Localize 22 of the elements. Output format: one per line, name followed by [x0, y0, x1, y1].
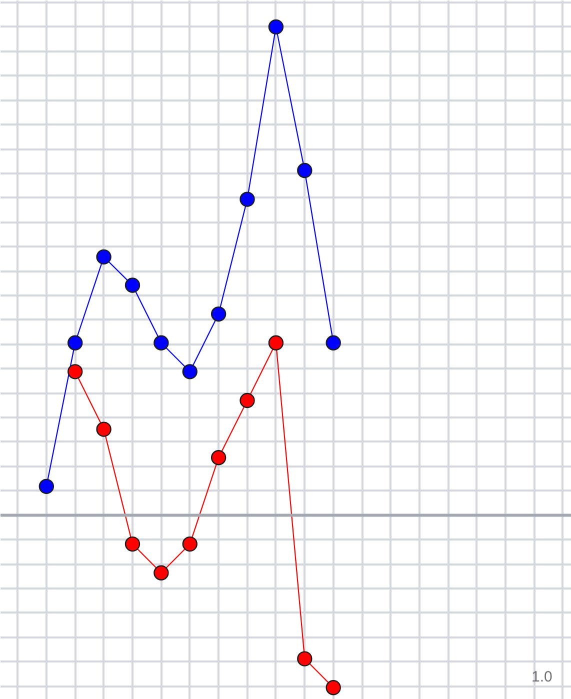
point [182, 364, 198, 380]
point [326, 335, 341, 350]
point [326, 680, 341, 696]
point [240, 392, 255, 408]
point [96, 422, 112, 437]
point [38, 478, 54, 494]
point [182, 536, 198, 552]
point [297, 651, 312, 666]
point [268, 19, 284, 35]
point [68, 335, 83, 350]
point [268, 335, 284, 350]
point [297, 162, 312, 178]
point [68, 364, 83, 380]
point [96, 249, 112, 265]
point [240, 192, 255, 207]
point [124, 536, 140, 552]
point [124, 278, 140, 293]
point [154, 335, 169, 350]
point [210, 306, 226, 322]
text: 1.0 [532, 668, 552, 686]
point [210, 450, 226, 466]
point [154, 565, 169, 580]
